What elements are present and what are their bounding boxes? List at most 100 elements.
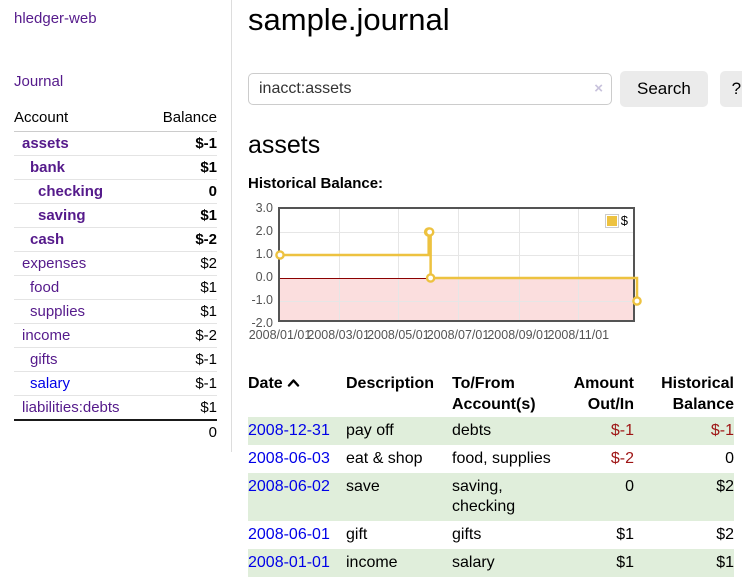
sidebar-item-journal[interactable]: Journal [14,73,64,90]
account-row: cash $-2 [14,227,217,252]
account-link[interactable]: supplies [30,303,86,320]
transaction-accounts: salary [452,554,495,571]
page-title: sample.journal [248,2,450,37]
account-heading: assets [248,131,321,159]
account-cell: checking [14,179,149,204]
horizontal-gridline [280,232,633,233]
transaction-date-cell: 2008-01-01 [248,549,346,577]
transaction-balance: $-1 [710,422,734,439]
account-balance: $-1 [148,347,217,372]
account-row: income $-2 [14,323,217,348]
transaction-date-link[interactable]: 2008-06-03 [248,450,330,467]
account-row: salary $-1 [14,371,217,396]
register-row: 2008-12-31 pay off debts $-1 $-1 [248,417,734,445]
accounts-column-header: To/From Account(s) [452,375,536,413]
transaction-accounts: saving, checking [452,478,516,515]
account-balance: $-2 [148,323,217,348]
data-point-marker [632,296,642,306]
search-box: × [248,73,612,105]
main-content: sample.journal × Search ? assets Histori… [232,0,742,577]
help-button[interactable]: ? [719,71,742,107]
chart-legend: $ [605,213,628,228]
account-link[interactable]: cash [30,231,65,248]
y-tick-label: 2.0 [255,224,273,238]
transaction-date-link[interactable]: 2008-01-01 [248,554,330,571]
transaction-balance: 0 [725,450,734,467]
account-cell: saving [14,203,149,228]
search-input[interactable] [248,73,612,105]
account-link[interactable]: bank [30,159,66,176]
x-tick-label: 2008/01/01 [248,328,312,342]
transaction-description: pay off [346,422,394,439]
data-point-marker [424,227,435,237]
account-row: expenses $2 [14,251,217,276]
transaction-amount: $-2 [610,450,634,467]
series-swatch-icon [605,214,618,227]
account-total-spacer [14,419,149,444]
account-balance: $1 [148,203,217,228]
sort-ascending-icon [287,379,299,387]
y-tick-label: 1.0 [255,247,273,261]
y-tick-label: 0.0 [255,270,273,284]
chart-plot-area: $ [275,207,642,322]
x-tick-label: 2008/07/01 [426,328,490,342]
account-balance: 0 [148,179,217,204]
transaction-description: income [346,554,398,571]
transaction-date-link[interactable]: 2008-06-01 [248,526,330,543]
vertical-gridline [398,209,400,320]
account-cell: assets [14,132,148,156]
x-tick-label: 2008/03/01 [307,328,370,342]
app-brand-link[interactable]: hledger-web [14,10,97,27]
vertical-gridline [338,209,340,320]
account-balance: $2 [148,251,217,276]
transaction-description: save [346,478,380,495]
account-cell: bank [14,155,149,180]
account-link[interactable]: income [22,327,71,344]
account-row: saving $1 [14,203,217,228]
vertical-gridline [518,209,520,320]
account-balance: $1 [148,275,217,300]
transaction-date-link[interactable]: 2008-06-02 [248,478,330,495]
balance-column-header: Balance [148,107,217,132]
account-total-balance: 0 [148,419,217,444]
register-row: 2008-06-03 eat & shop food, supplies $-2… [248,445,734,473]
account-link[interactable]: liabilities:debts [22,399,120,416]
account-link[interactable]: gifts [30,351,58,368]
transaction-date-link[interactable]: 2008-12-31 [248,422,330,439]
transaction-date-cell: 2008-06-02 [248,473,346,521]
series-legend-label: $ [620,213,628,228]
clear-search-icon[interactable]: × [594,80,603,97]
account-link[interactable]: assets [22,135,69,152]
register-row: 2008-06-01 gift gifts $1 $2 [248,521,734,549]
transaction-description: eat & shop [346,450,423,467]
search-form: × Search ? [248,71,742,107]
account-balance: $1 [148,299,217,324]
balance-series-line [275,227,642,306]
account-link[interactable]: expenses [22,255,87,272]
transaction-balance: $2 [716,478,734,495]
account-row: assets $-1 [14,132,217,156]
transaction-date-cell: 2008-06-01 [248,521,346,549]
account-link[interactable]: salary [30,375,71,392]
transaction-balance: $1 [716,554,734,571]
horizontal-gridline [280,255,633,256]
register-row: 2008-06-02 save saving, checking 0 $2 [248,473,734,521]
x-tick-label: 2008/11/01 [547,328,610,342]
account-cell: expenses [14,251,149,276]
account-row: checking 0 [14,179,217,204]
account-total-row: 0 [14,419,217,444]
account-link[interactable]: saving [38,207,86,224]
account-row: gifts $-1 [14,347,217,372]
account-row: food $1 [14,275,217,300]
account-balance: $1 [148,155,217,180]
date-column-header[interactable]: Date [248,371,346,417]
account-link[interactable]: checking [38,183,104,200]
x-tick-label: 2008/05/01 [367,328,430,342]
account-link[interactable]: food [30,279,60,296]
horizontal-gridline [280,301,633,302]
search-button[interactable]: Search [620,71,708,107]
chart-title: Historical Balance: [248,175,384,192]
account-cell: cash [14,227,149,252]
transaction-amount: $1 [616,554,634,571]
transaction-amount: $-1 [610,422,634,439]
